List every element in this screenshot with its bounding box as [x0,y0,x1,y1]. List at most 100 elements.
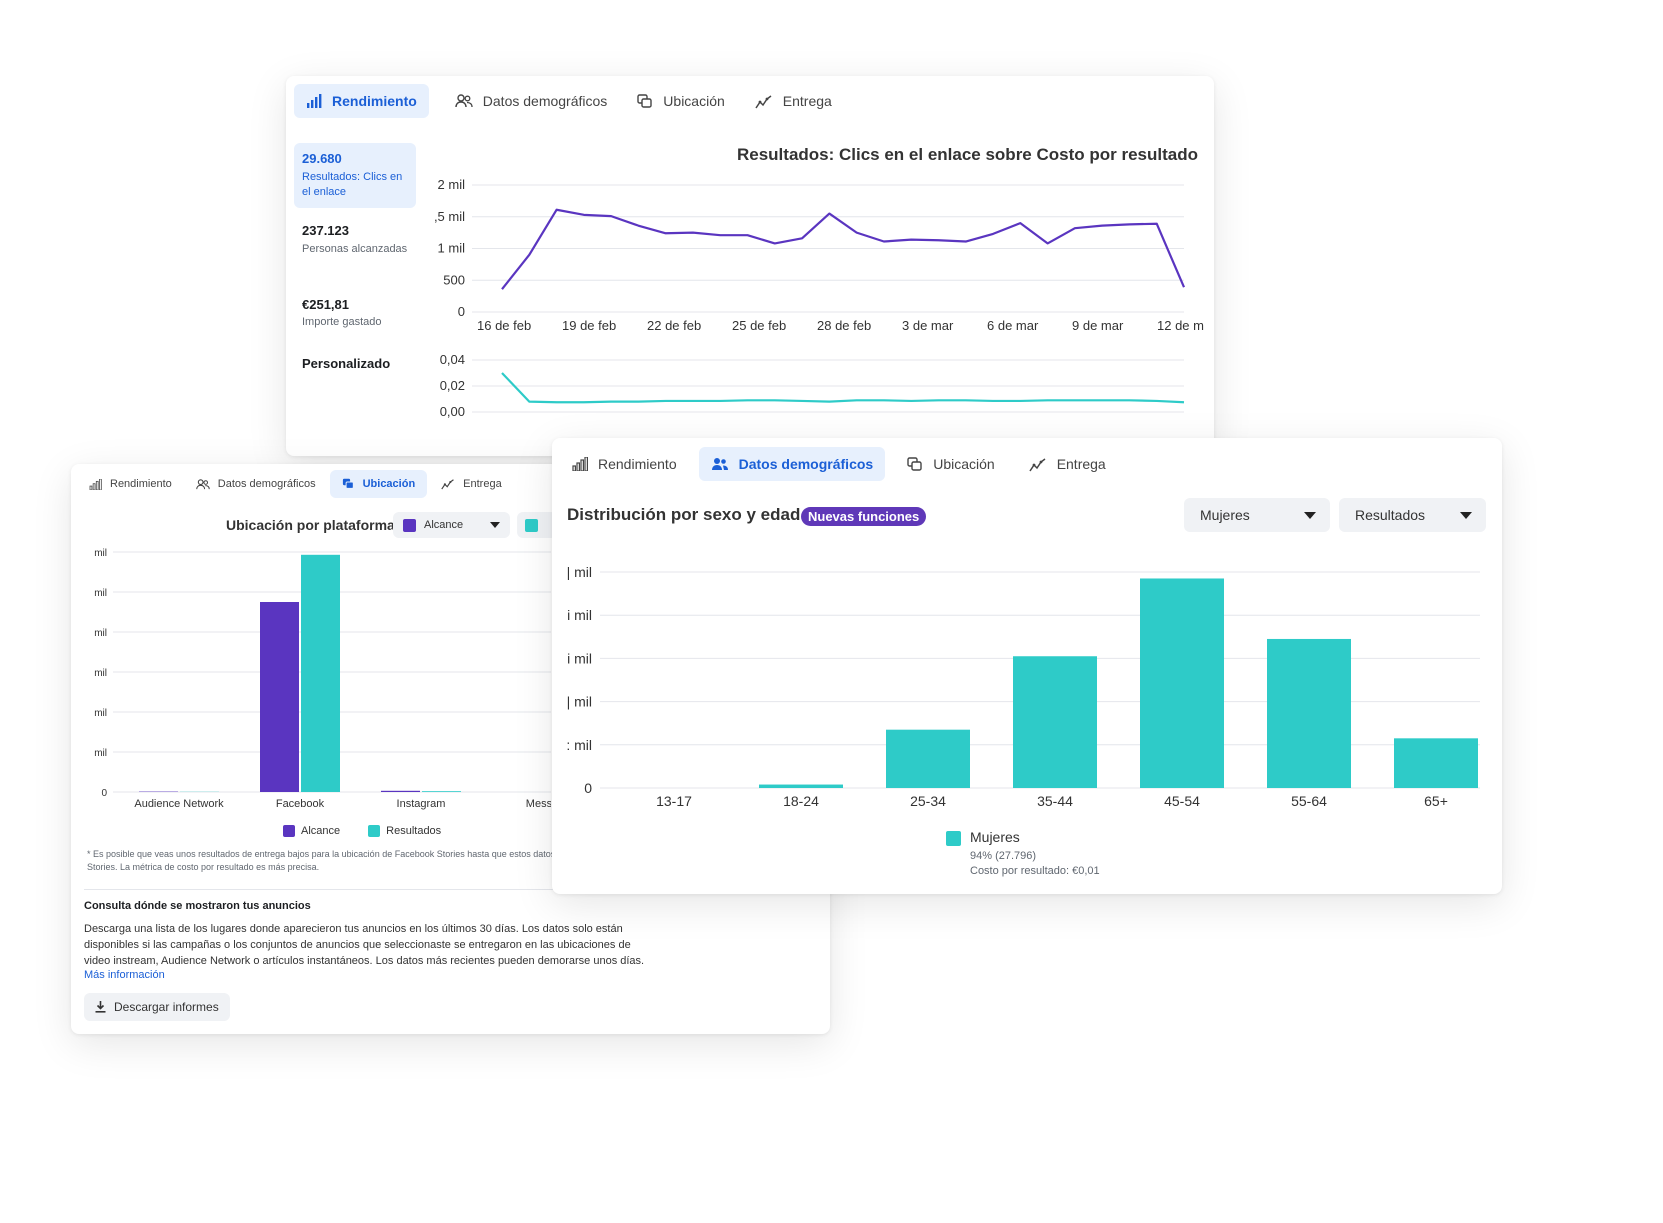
x-tick-label: 9 de mar [1072,318,1124,333]
y-tick-label: i mil [567,650,592,666]
secondary-metric-dropdown[interactable] [517,512,557,538]
legend-label: Resultados [386,825,442,837]
delivery-icon [755,94,772,108]
metric-results[interactable]: 29.680 Resultados: Clics en el enlace [294,143,416,208]
x-tick-label: 25 de feb [732,318,786,333]
tab-entrega[interactable]: Entrega [1017,447,1118,481]
tab-rendimiento[interactable]: Rendimiento [560,447,689,481]
tab-entrega[interactable]: Entrega [435,470,508,498]
bar-resultados [301,554,340,792]
metric-value: €251,81 [302,297,349,312]
y-tick-label: mil [94,588,107,599]
x-tick-label: 16 de feb [477,318,531,333]
bar-resultados [422,791,461,792]
x-tick-label: Facebook [276,798,325,810]
tab-datos-demograficos[interactable]: Datos demográficos [190,470,322,498]
more-info-link[interactable]: Más información [84,969,165,981]
tab-datos-demograficos[interactable]: Datos demográficos [451,84,612,118]
download-icon [95,1001,106,1013]
metric-label: Personas alcanzadas [302,243,408,255]
placement-tabs: Rendimiento Datos demográficos Ubicación… [79,470,508,498]
placement-bar-chart: 0 mil mil mil mil mil mil Audience Network Faceb… [94,548,551,810]
y-tick-label: 0 [101,788,107,799]
placement-chart-title: Ubicación por plataforma [226,517,395,533]
gender-dropdown[interactable]: Mujeres [1184,498,1330,532]
tab-label: Ubicación [663,93,725,109]
legend-swatch [283,825,295,837]
tab-ubicacion[interactable]: Ubicación [329,470,428,498]
y-tick-label: mil [94,708,107,719]
tab-rendimiento[interactable]: Rendimiento [294,84,429,118]
download-reports-button[interactable]: Descargar informes [84,993,230,1021]
bar-mujeres [886,729,970,788]
x-tick-label: 18-24 [783,793,819,809]
tab-label: Entrega [463,478,502,490]
results-line [501,208,1186,290]
delivery-icon [441,479,454,490]
tab-datos-demograficos[interactable]: Datos demográficos [698,447,886,481]
placement-icon [907,456,922,471]
bar-mujeres [1140,578,1224,788]
x-tick-label: Messe [526,798,551,810]
dropdown-value: Alcance [424,519,464,531]
x-tick-label: 12 de m [1157,318,1204,333]
y-tick-label: i mil [567,607,592,623]
bar-chart-icon [572,457,588,471]
bar-mujeres [1394,738,1478,788]
y-tick-label: 0 [584,780,592,796]
new-features-badge: Nuevas funciones [801,507,927,526]
performance-line-chart: 0 500 1 mil ,5 mil 2 mil 16 de feb 19 de feb 22… [434,177,1204,419]
y-tick-label: 2 mil [438,177,466,192]
x-tick-label: 28 de feb [817,318,871,333]
metric-dropdown[interactable]: Resultados [1339,498,1486,532]
metric-reach[interactable]: 237.123 Personas alcanzadas [302,223,412,257]
dropdown-value: Resultados [1355,507,1426,523]
bar-mujeres [759,784,843,788]
delivery-icon [1029,457,1046,471]
y-tick-label: | mil [567,694,592,710]
x-tick-label: 22 de feb [647,318,701,333]
tab-label: Datos demográficos [738,456,874,472]
metric-spend[interactable]: €251,81 Importe gastado [302,297,412,328]
dropdown-value: Mujeres [1200,507,1250,523]
tab-label: Entrega [782,93,832,109]
caret-down-icon [1304,511,1316,519]
demographics-tabs: Rendimiento Datos demográficos Ubicación… [560,447,1118,481]
x-tick-label: 19 de feb [562,318,616,333]
tab-ubicacion[interactable]: Ubicación [895,447,1006,481]
placement-icon [342,478,354,489]
tab-entrega[interactable]: Entrega [751,84,836,118]
placement-footnote: * Es posible que veas unos resultados de… [87,849,808,872]
tab-rendimiento[interactable]: Rendimiento [79,470,182,498]
metric-dropdown[interactable]: Alcance [393,512,510,538]
section-body: Descarga una lista de los lugares donde … [84,923,645,967]
legend-label: Mujeres [970,829,1020,845]
tab-label: Rendimiento [332,93,417,109]
x-tick-label: 35-44 [1037,793,1073,809]
tab-label: Rendimiento [110,478,172,490]
bar-mujeres [1013,656,1097,788]
custom-metric[interactable]: Personalizado [302,356,391,371]
tab-label: Ubicación [362,478,416,490]
y-tick-label: | mil [567,564,592,580]
legend-share: 94% (27.796) [970,850,1037,862]
tab-ubicacion[interactable]: Ubicación [633,84,728,118]
legend-label: Alcance [301,825,341,837]
cost-line [501,372,1185,404]
metric-label: Resultados: Clics en el enlace [302,171,403,198]
x-tick-label: 45-54 [1164,793,1200,809]
button-label: Descargar informes [114,1000,219,1014]
tab-label: Entrega [1056,456,1106,472]
performance-tabs: Rendimiento Datos demográficos Ubicación… [294,84,836,118]
chart-title: Resultados: Clics en el enlace sobre Cos… [736,145,1198,164]
bar-chart-icon [307,94,322,108]
performance-card: Rendimiento Datos demográficos Ubicación… [286,76,1214,456]
x-tick-label: 6 de mar [987,318,1039,333]
tab-label: Datos demográficos [482,93,608,109]
x-tick-label: 13-17 [656,793,692,809]
legend-swatch [368,825,381,837]
tab-label: Ubicación [933,456,995,472]
section-title: Consulta dónde se mostraron tus anuncios [84,900,311,912]
tab-label: Datos demográficos [217,478,316,490]
caret-down-icon [490,522,500,528]
